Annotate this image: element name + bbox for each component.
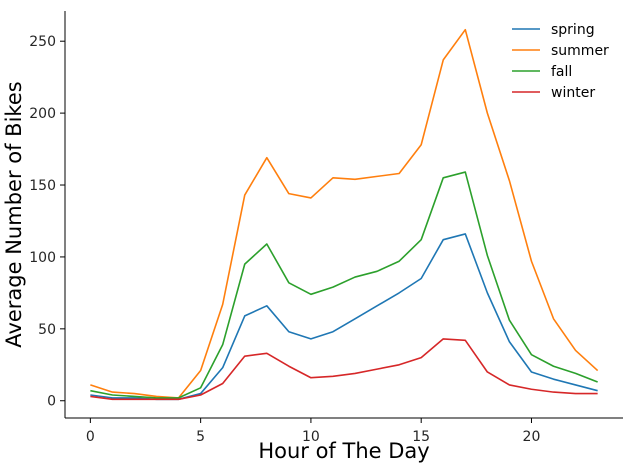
y-tick-label: 0 [47, 394, 56, 410]
y-tick-label: 50 [38, 322, 56, 338]
x-tick-label: 15 [412, 429, 430, 445]
fall-series-line [90, 171, 598, 399]
y-tick-label: 100 [29, 250, 56, 266]
y-ticks: 0 50 100 150 200 250 [29, 34, 65, 410]
x-ticks: 0 5 10 15 20 [86, 418, 540, 445]
spring-legend-label: spring [551, 22, 595, 38]
summer-legend-label: summer [551, 43, 609, 59]
winter-series-line [90, 338, 598, 401]
legend: spring summer fall winter [512, 22, 609, 101]
x-tick-label: 0 [86, 429, 95, 445]
x-axis-title: Hour of The Day [258, 439, 429, 463]
fall-legend-label: fall [551, 64, 572, 80]
axes [64, 11, 623, 419]
y-axis-title: Average Number of Bikes [2, 81, 26, 347]
winter-legend-label: winter [551, 85, 595, 101]
x-tick-label: 10 [302, 429, 320, 445]
series-lines [90, 28, 599, 401]
x-tick-label: 5 [196, 429, 205, 445]
x-tick-label: 20 [523, 429, 541, 445]
y-tick-label: 150 [29, 178, 56, 194]
y-tick-label: 250 [29, 34, 56, 50]
summer-series-line [90, 28, 599, 399]
y-tick-label: 200 [29, 106, 56, 122]
